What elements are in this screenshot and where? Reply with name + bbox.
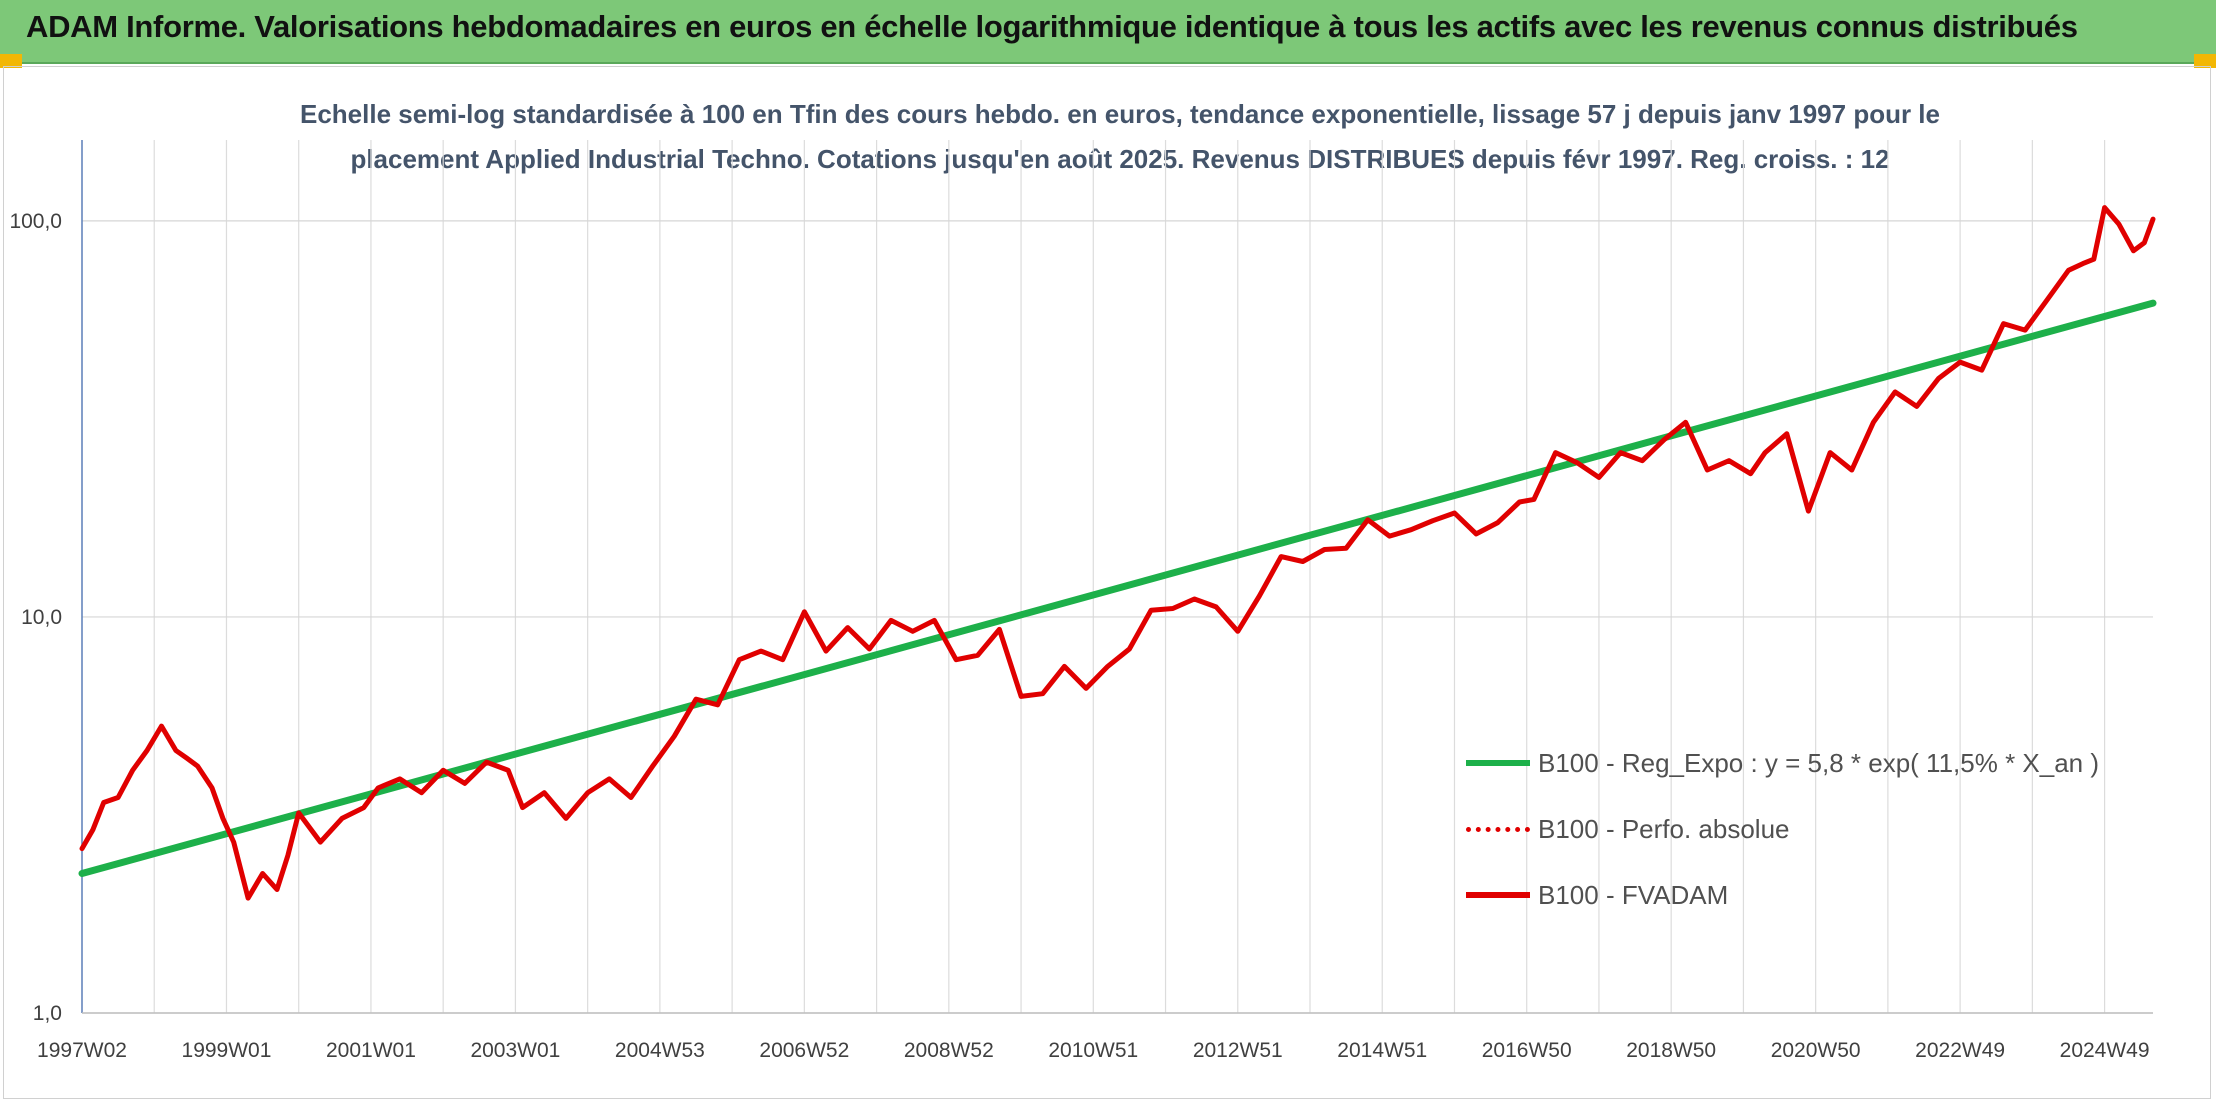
chart-frame — [3, 66, 2211, 1099]
chart-title-line-2: placement Applied Industrial Techno. Cot… — [350, 144, 1890, 174]
legend-item-perfo-absolue: B100 - Perfo. absolue — [1466, 796, 2126, 862]
x-tick-label: 2022W49 — [1915, 1039, 2005, 1062]
x-tick-label: 2012W51 — [1193, 1039, 1283, 1062]
series-line-fvadam — [79, 205, 2156, 901]
legend-swatch-reg-expo — [1466, 760, 1530, 766]
x-tick-label: 2010W51 — [1048, 1039, 1138, 1062]
y-tick-label: 100,0 — [9, 210, 62, 233]
x-tick-label: 2006W52 — [759, 1039, 849, 1062]
chart-legend: B100 - Reg_Expo : y = 5,8 * exp( 11,5% *… — [1466, 730, 2126, 928]
x-tick-label: 2024W49 — [2060, 1039, 2150, 1062]
x-tick-label: 2020W50 — [1771, 1039, 1861, 1062]
legend-label-fvadam: B100 - FVADAM — [1538, 879, 1729, 910]
legend-swatch-perfo-absolue — [1466, 826, 1530, 832]
x-tick-label: 2016W50 — [1482, 1039, 1572, 1062]
series-line-reg-expo — [78, 299, 2157, 877]
header-banner: ADAM Informe. Valorisations hebdomadaire… — [0, 0, 2216, 64]
y-tick-label: 1,0 — [33, 1002, 62, 1025]
legend-item-fvadam: B100 - FVADAM — [1466, 862, 2126, 928]
legend-item-reg-expo: B100 - Reg_Expo : y = 5,8 * exp( 11,5% *… — [1466, 730, 2126, 796]
x-tick-label: 1997W02 — [37, 1039, 127, 1062]
x-tick-label: 2001W01 — [326, 1039, 416, 1062]
legend-label-perfo-absolue: B100 - Perfo. absolue — [1538, 813, 1790, 844]
x-tick-label: 2008W52 — [904, 1039, 994, 1062]
legend-swatch-fvadam — [1466, 892, 1530, 898]
x-tick-label: 2003W01 — [470, 1039, 560, 1062]
corner-marker-right — [2194, 54, 2216, 68]
chart-title-line-1: Echelle semi-log standardisée à 100 en T… — [299, 99, 1940, 129]
corner-marker-left — [0, 54, 22, 68]
legend-label-reg-expo: B100 - Reg_Expo : y = 5,8 * exp( 11,5% *… — [1538, 747, 2100, 778]
chart-title: Echelle semi-log standardisée à 100 en T… — [180, 92, 2060, 182]
report-title: ADAM Informe. Valorisations hebdomadaire… — [26, 9, 2078, 44]
y-tick-label: 10,0 — [21, 606, 62, 629]
x-tick-label: 2014W51 — [1337, 1039, 1427, 1062]
x-tick-label: 1999W01 — [182, 1039, 272, 1062]
x-tick-label: 2018W50 — [1626, 1039, 1716, 1062]
x-tick-label: 2004W53 — [615, 1039, 705, 1062]
